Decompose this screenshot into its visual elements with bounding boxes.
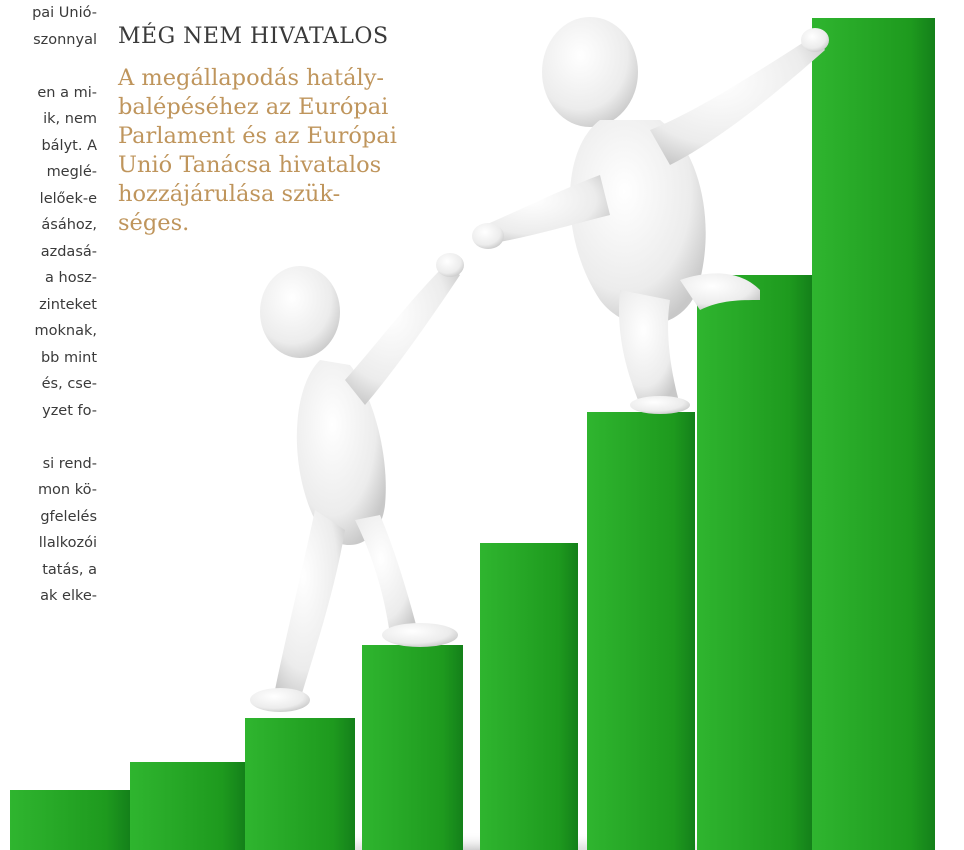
sidebar-heading: MÉG NEM HIVATALOS — [118, 24, 389, 49]
text-line: lelőek-e — [39, 190, 97, 207]
text-line: ik, nem — [43, 111, 97, 127]
text-column: pai Unió-szonnyal en a mi-ik, nem bályt. A… — [0, 0, 97, 636]
text-line: zinteket — [39, 296, 97, 313]
text-line: meglé- — [46, 164, 97, 180]
text-line: si rend- — [42, 455, 97, 472]
sidebar-text: A megállapodás hatály-balépéséhez az Eur… — [118, 64, 397, 238]
text-line: en a mi- — [37, 84, 97, 101]
text-line: balépéséhez az Európai — [118, 94, 389, 120]
small-figure — [250, 253, 464, 712]
text-line: ásához, — [41, 217, 97, 233]
text-line: és, cse- — [41, 376, 97, 392]
text-line: hozzájárulása szük- — [118, 181, 341, 207]
text-line: Parlament és az Európai — [118, 123, 397, 149]
big-figure — [472, 17, 829, 414]
text-line: yzet fo- — [42, 402, 97, 419]
paragraph: pai Unió-szonnyal — [0, 0, 97, 53]
text-line: Unió Tanácsa hivatalos — [118, 152, 382, 178]
text-line: bályt. A — [41, 137, 97, 154]
paragraph: en a mi-ik, nem bályt. A meglé-lelőek-e ásá… — [0, 80, 97, 425]
text-line: a hosz- — [45, 270, 97, 286]
text-line: moknak, — [34, 323, 97, 339]
bars — [10, 18, 935, 850]
text-line: llalkozói — [38, 535, 97, 551]
text-line: séges. — [118, 210, 190, 236]
text-line: pai Unió- — [32, 5, 97, 21]
text-line: bb mint — [40, 349, 97, 366]
text-line: mon kö- — [37, 482, 97, 498]
paragraph: si rend-mon kö-gfelelés llalkozói tatás, a… — [0, 451, 97, 610]
text-line: A megállapodás hatály- — [118, 65, 385, 91]
text-line: tatás, a — [42, 561, 97, 578]
text-line: ak elke- — [40, 588, 97, 604]
text-line: azdasá- — [40, 243, 97, 260]
text-line: gfelelés — [40, 508, 97, 525]
text-line: szonnyal — [33, 31, 97, 48]
